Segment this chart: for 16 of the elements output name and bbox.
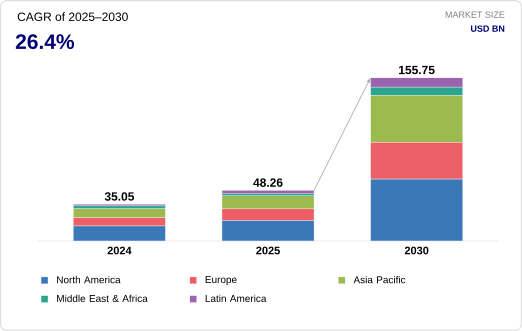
legend-label: Europe	[206, 276, 237, 286]
text: USD BN	[470, 26, 504, 32]
chart-title: CAGR of 2025–2030	[18, 12, 128, 22]
annotation: 155.75	[399, 66, 435, 74]
legend-label: North America	[57, 276, 121, 284]
x-tick-label: 2030	[404, 246, 428, 255]
x-tick-label: 2025	[256, 246, 280, 255]
chart-subtitle: 26.4%	[16, 34, 74, 50]
bar	[222, 190, 314, 194]
annotation: 48.26	[253, 178, 283, 187]
legend-label: Latin America	[206, 294, 266, 302]
annotation: 35.05	[104, 192, 134, 201]
legend-label: Middle East & Africa	[57, 294, 148, 302]
legend-label: Asia Pacific	[354, 276, 406, 284]
text: MARKET SIZE	[446, 12, 504, 18]
x-tick-label: 2024	[108, 246, 132, 255]
